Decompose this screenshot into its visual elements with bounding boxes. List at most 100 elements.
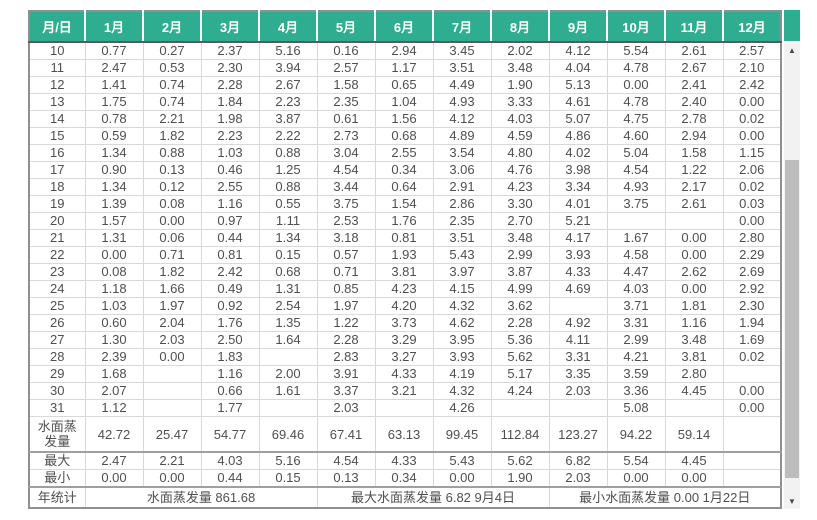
data-cell: 4.86 — [548, 127, 608, 145]
data-cell: 2.39 — [84, 348, 144, 366]
data-cell: 2.00 — [258, 365, 318, 383]
data-cell: 0.34 — [374, 469, 434, 488]
data-cell: 0.88 — [258, 178, 318, 196]
data-cell: 5.17 — [490, 365, 550, 383]
row-label: 15 — [28, 127, 86, 145]
data-cell: 4.20 — [374, 297, 434, 315]
row-label: 30 — [28, 382, 86, 400]
row-label: 28 — [28, 348, 86, 366]
day-row: 25 1.03 1.97 0.92 2.54 1.97 4.20 4.32 3.62 3.71 1.… — [28, 297, 782, 315]
day-row: 14 0.78 2.21 1.98 3.87 0.61 1.56 4.12 4.03 5.07 4.… — [28, 110, 782, 128]
data-cell: 5.16 — [258, 41, 318, 60]
data-cell: 1.41 — [84, 76, 144, 94]
row-label: 21 — [28, 229, 86, 247]
scroll-up-arrow-icon[interactable]: ▲ — [784, 43, 800, 58]
scrollbar-track[interactable]: ▲ ▼ — [784, 43, 800, 509]
data-cell: 0.03 — [722, 195, 782, 213]
data-cell: 1.76 — [374, 212, 434, 230]
data-cell: 2.42 — [722, 76, 782, 94]
row-label: 29 — [28, 365, 86, 383]
data-cell: 67.41 — [316, 416, 376, 453]
day-row: 31 1.12 1.77 2.03 4.26 5.08 0.00 — [28, 399, 782, 417]
data-cell: 5.36 — [490, 331, 550, 349]
data-cell: 1.54 — [374, 195, 434, 213]
data-cell: 4.03 — [490, 110, 550, 128]
column-header: 4月 — [259, 11, 318, 43]
data-cell: 0.00 — [664, 280, 724, 298]
data-cell: 4.33 — [548, 263, 608, 281]
data-cell: 59.14 — [664, 416, 724, 453]
data-cell: 3.36 — [606, 382, 666, 400]
data-cell: 1.94 — [722, 314, 782, 332]
data-cell: 1.69 — [722, 331, 782, 349]
data-cell: 4.89 — [432, 127, 492, 145]
row-label: 23 — [28, 263, 86, 281]
data-cell: 1.58 — [316, 76, 376, 94]
data-cell: 4.61 — [548, 93, 608, 111]
data-cell: 0.68 — [258, 263, 318, 281]
data-cell: 1.31 — [84, 229, 144, 247]
data-cell: 1.35 — [258, 314, 318, 332]
data-cell: 4.49 — [432, 76, 492, 94]
data-cell: 3.31 — [606, 314, 666, 332]
scroll-down-arrow-icon[interactable]: ▼ — [784, 494, 800, 509]
data-cell: 2.03 — [142, 331, 202, 349]
column-header: 6月 — [375, 11, 434, 43]
row-label: 25 — [28, 297, 86, 315]
data-cell: 0.81 — [374, 229, 434, 247]
data-cell: 5.62 — [490, 348, 550, 366]
data-cell: 0.02 — [722, 178, 782, 196]
data-cell: 1.83 — [200, 348, 260, 366]
data-cell — [258, 399, 318, 417]
vertical-scrollbar[interactable]: ▲ ▼ — [784, 10, 800, 509]
day-row: 18 1.34 0.12 2.55 0.88 3.44 0.64 2.91 4.23 3.34 4.… — [28, 178, 782, 196]
data-cell: 4.54 — [606, 161, 666, 179]
data-cell: 2.61 — [664, 195, 724, 213]
day-row: 15 0.59 1.82 2.23 2.22 2.73 0.68 4.89 4.59 4.86 4.… — [28, 127, 782, 145]
data-cell: 4.69 — [548, 280, 608, 298]
data-cell: 2.04 — [142, 314, 202, 332]
data-cell — [374, 399, 434, 417]
data-cell: 0.44 — [200, 229, 260, 247]
data-cell: 3.71 — [606, 297, 666, 315]
row-label: 27 — [28, 331, 86, 349]
data-cell: 1.16 — [664, 314, 724, 332]
data-cell: 0.92 — [200, 297, 260, 315]
data-cell: 0.02 — [722, 110, 782, 128]
data-cell: 0.08 — [84, 263, 144, 281]
data-cell: 4.93 — [432, 93, 492, 111]
data-cell: 3.95 — [432, 331, 492, 349]
row-label: 最大 — [28, 451, 86, 470]
data-cell — [664, 212, 724, 230]
data-cell: 1.67 — [606, 229, 666, 247]
scrollbar-thumb[interactable] — [785, 160, 799, 478]
data-cell: 2.02 — [490, 41, 550, 60]
data-cell: 2.54 — [258, 297, 318, 315]
row-label: 19 — [28, 195, 86, 213]
max-row: 最大 2.47 2.21 4.03 5.16 4.54 4.33 5.43 5.62 6.82 5.… — [28, 451, 782, 470]
data-cell — [722, 416, 782, 453]
data-cell: 1.76 — [200, 314, 260, 332]
data-cell: 54.77 — [200, 416, 260, 453]
data-cell: 2.99 — [490, 246, 550, 264]
data-cell — [142, 399, 202, 417]
data-cell: 0.00 — [606, 469, 666, 488]
data-cell: 1.58 — [664, 144, 724, 162]
data-cell: 2.23 — [200, 127, 260, 145]
data-cell: 1.12 — [84, 399, 144, 417]
evaporation-table: 月/日 1月 2月 3月 4月 5月 6月 7月 8月 9月 10月 11月 12月 10 0.77 0.2… — [28, 10, 782, 509]
data-cell: 3.44 — [316, 178, 376, 196]
data-cell: 0.00 — [606, 76, 666, 94]
row-label: 最小 — [28, 469, 86, 488]
data-cell: 69.46 — [258, 416, 318, 453]
data-cell: 2.50 — [200, 331, 260, 349]
data-cell: 0.64 — [374, 178, 434, 196]
row-label: 14 — [28, 110, 86, 128]
data-cell: 1.56 — [374, 110, 434, 128]
annual-summary-cell: 最小水面蒸发量 0.00 1月22日 — [548, 486, 782, 509]
data-cell: 1.03 — [84, 297, 144, 315]
data-cell: 99.45 — [432, 416, 492, 453]
data-cell: 4.03 — [200, 451, 260, 470]
data-cell: 3.21 — [374, 382, 434, 400]
data-cell: 4.33 — [374, 365, 434, 383]
